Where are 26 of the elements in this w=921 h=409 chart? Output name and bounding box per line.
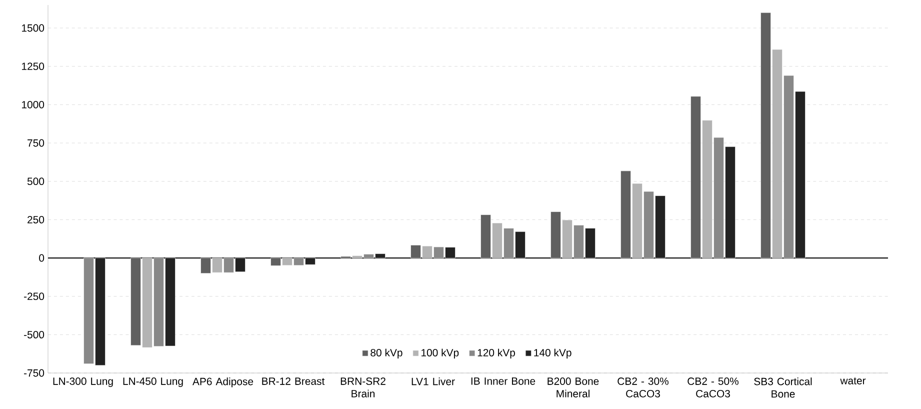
legend-label: 120 kVp [478,348,515,358]
y-tick-label: 1250 [22,62,44,70]
y-tick-label: 1500 [22,24,44,32]
x-tick-label: CB2 - 50% CaCO3 [688,378,738,398]
x-tick-label: water [840,378,866,384]
x-tick-label: IB Inner Bone [471,378,536,385]
x-tick-label: LN-300 Lung [53,378,113,387]
y-tick-label: 250 [28,216,44,224]
y-tick-label: 1000 [22,100,44,108]
x-tick-label: LV1 Liver [412,378,455,386]
x-tick-label: BRN-SR2 Brain [340,378,386,398]
x-tick-label: CB2 - 30% CaCO3 [618,378,668,398]
y-tick-label: -500 [24,330,44,338]
x-tick-label: AP6 Adipose [192,378,254,388]
x-tick-label: B200 Bone Mineral [548,378,599,398]
legend-label: 100 kVp [422,348,459,358]
y-tick-label: 0 [39,254,44,262]
y-tick-label: -750 [24,369,44,377]
x-tick-label: BR-12 Breast [262,378,325,385]
y-tick-label: -250 [24,292,44,300]
legend-label: 140 kVp [534,348,572,358]
legend-label: 80 kVp [370,348,402,358]
y-tick-label: 500 [27,178,44,186]
x-tick-label: SB3 Cortical Bone [754,378,812,398]
y-tick-label: 750 [28,139,44,147]
x-tick-label: LN-450 Lung [123,378,183,387]
